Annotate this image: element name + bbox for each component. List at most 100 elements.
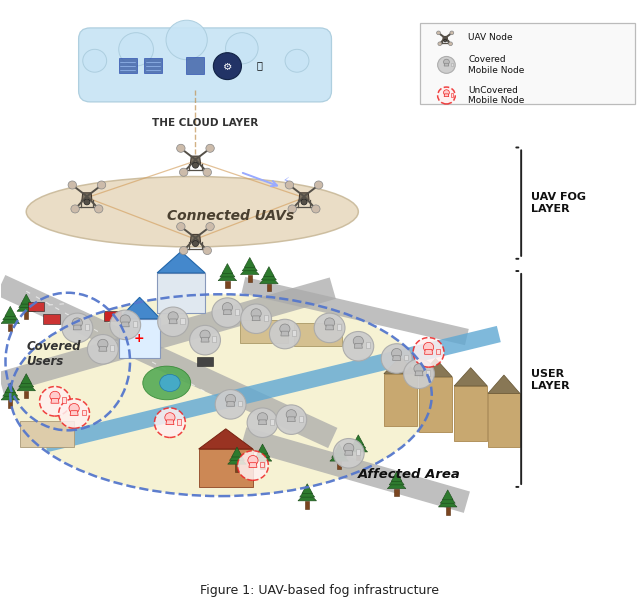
Polygon shape xyxy=(257,444,268,454)
Circle shape xyxy=(222,303,232,313)
Polygon shape xyxy=(220,267,235,277)
Polygon shape xyxy=(488,375,520,394)
Circle shape xyxy=(203,168,211,177)
Circle shape xyxy=(438,56,455,74)
Circle shape xyxy=(392,348,402,358)
Polygon shape xyxy=(17,302,36,311)
Circle shape xyxy=(444,89,449,96)
Polygon shape xyxy=(443,36,447,40)
Bar xyxy=(240,320,288,343)
Polygon shape xyxy=(82,193,92,200)
Text: Covered
Mobile Node: Covered Mobile Node xyxy=(468,55,525,75)
Circle shape xyxy=(343,332,374,361)
Bar xyxy=(180,318,184,324)
Polygon shape xyxy=(99,346,107,351)
Bar xyxy=(260,462,264,468)
Polygon shape xyxy=(249,463,257,468)
Polygon shape xyxy=(332,447,347,457)
Text: UnCovered
Mobile Node: UnCovered Mobile Node xyxy=(468,86,525,105)
Circle shape xyxy=(120,315,131,325)
Circle shape xyxy=(312,205,320,213)
Circle shape xyxy=(177,223,185,230)
Circle shape xyxy=(404,359,435,389)
Polygon shape xyxy=(119,297,161,319)
Polygon shape xyxy=(440,493,455,503)
Polygon shape xyxy=(261,270,276,280)
Polygon shape xyxy=(302,484,312,493)
Bar xyxy=(119,58,137,73)
Polygon shape xyxy=(415,371,423,376)
Bar xyxy=(157,273,205,313)
Polygon shape xyxy=(253,451,272,461)
Circle shape xyxy=(241,304,271,333)
Bar xyxy=(356,449,360,455)
Circle shape xyxy=(225,394,236,404)
Polygon shape xyxy=(17,381,36,390)
Bar xyxy=(365,343,370,348)
Bar xyxy=(235,464,239,472)
Bar xyxy=(260,461,265,469)
Circle shape xyxy=(71,205,79,213)
Text: Figure 1: UAV-based fog infrastructure: Figure 1: UAV-based fog infrastructure xyxy=(200,584,440,597)
Bar xyxy=(248,275,252,282)
Polygon shape xyxy=(19,297,34,308)
Circle shape xyxy=(288,205,296,213)
Circle shape xyxy=(177,144,185,152)
Polygon shape xyxy=(384,357,417,374)
Polygon shape xyxy=(298,491,317,501)
Circle shape xyxy=(251,309,261,319)
Circle shape xyxy=(324,318,335,328)
Polygon shape xyxy=(228,454,246,464)
Circle shape xyxy=(353,337,364,346)
Circle shape xyxy=(285,49,309,72)
Bar xyxy=(24,311,28,319)
Circle shape xyxy=(154,408,186,438)
Circle shape xyxy=(248,455,258,465)
Circle shape xyxy=(40,387,70,416)
Polygon shape xyxy=(252,316,260,321)
Polygon shape xyxy=(198,429,253,449)
Polygon shape xyxy=(345,451,353,455)
Bar xyxy=(212,337,216,342)
Ellipse shape xyxy=(26,177,358,247)
Polygon shape xyxy=(243,261,257,271)
Circle shape xyxy=(157,307,189,337)
Bar xyxy=(8,324,12,331)
Circle shape xyxy=(166,20,207,59)
Polygon shape xyxy=(389,475,404,485)
Polygon shape xyxy=(355,343,362,348)
Circle shape xyxy=(193,162,198,168)
Circle shape xyxy=(314,313,345,343)
Polygon shape xyxy=(424,349,433,354)
Circle shape xyxy=(200,330,210,340)
Circle shape xyxy=(285,181,294,189)
Circle shape xyxy=(414,364,424,373)
Circle shape xyxy=(344,443,354,453)
Circle shape xyxy=(333,438,364,468)
Bar xyxy=(292,330,296,336)
Bar xyxy=(488,394,520,447)
Circle shape xyxy=(237,451,268,481)
Circle shape xyxy=(95,205,103,213)
Ellipse shape xyxy=(143,366,191,400)
Polygon shape xyxy=(166,420,174,425)
Bar xyxy=(104,311,121,321)
Circle shape xyxy=(257,413,268,422)
Circle shape xyxy=(436,31,440,35)
Bar xyxy=(419,377,452,432)
Polygon shape xyxy=(334,444,344,454)
Polygon shape xyxy=(259,420,266,425)
Text: UAV FOG
LAYER: UAV FOG LAYER xyxy=(531,192,586,214)
Polygon shape xyxy=(230,451,244,460)
Bar xyxy=(119,319,161,359)
Polygon shape xyxy=(260,274,278,284)
Polygon shape xyxy=(255,447,270,457)
Circle shape xyxy=(413,338,444,367)
Polygon shape xyxy=(3,386,18,396)
Polygon shape xyxy=(186,57,204,74)
Bar xyxy=(356,452,360,460)
Bar xyxy=(177,419,181,425)
Polygon shape xyxy=(191,234,200,242)
Polygon shape xyxy=(1,390,20,400)
Ellipse shape xyxy=(10,294,432,496)
